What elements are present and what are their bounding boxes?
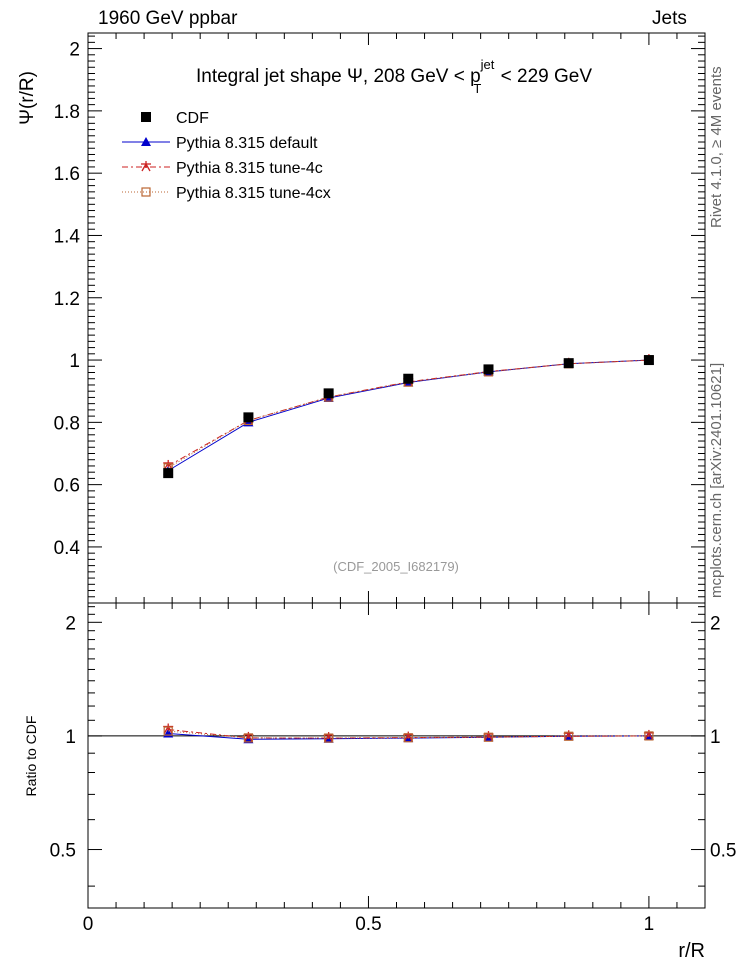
analysis-label: (CDF_2005_I682179) xyxy=(333,559,459,574)
ratio-point-2 xyxy=(644,731,654,741)
legend-marker-2 xyxy=(141,187,151,197)
data-point xyxy=(323,388,334,399)
legend-label-2: Pythia 8.315 tune-4cx xyxy=(176,185,331,202)
y-axis-label: Ψ(r/R) xyxy=(17,71,38,125)
y-tick-label: 1.6 xyxy=(54,164,80,185)
legend-label-data: CDF xyxy=(176,110,209,127)
y-tick-label: 1.2 xyxy=(54,289,80,310)
ratio-point-1 xyxy=(563,730,574,741)
ratio-point-2 xyxy=(483,732,494,742)
ratio-plot-frame xyxy=(87,602,706,909)
x-axis-label: r/R xyxy=(678,940,705,962)
energy-label: 1960 GeV ppbar xyxy=(98,8,238,29)
x-tick-label: 0.5 xyxy=(355,914,381,935)
ratio-y-tick-label-right: 1 xyxy=(710,727,721,748)
legend-marker-1 xyxy=(141,161,151,172)
ratio-y-tick-label-right: 0.5 xyxy=(710,841,736,862)
data-point xyxy=(563,358,574,369)
ratio-y-tick-label: 0.5 xyxy=(50,841,76,862)
star-stroke xyxy=(407,734,413,742)
legend-marker-0 xyxy=(141,137,151,146)
y-tick-label: 1.4 xyxy=(54,226,81,247)
data-point xyxy=(163,468,174,479)
ratio-line-2 xyxy=(168,730,649,739)
ratio-point-2 xyxy=(564,731,574,741)
y-tick-label: 1 xyxy=(69,351,80,372)
y-tick-label: 2 xyxy=(69,40,80,61)
x-tick-label: 0 xyxy=(83,914,94,935)
star-stroke xyxy=(243,734,249,743)
data-point xyxy=(483,364,494,375)
star-stroke xyxy=(145,163,151,172)
legend-marker-data xyxy=(141,112,151,122)
data-point xyxy=(403,373,414,384)
ratio-y-tick-label: 2 xyxy=(65,613,76,634)
legend-label-0: Pythia 8.315 default xyxy=(176,135,318,152)
ratio-point-1 xyxy=(483,731,494,742)
star-stroke xyxy=(648,732,654,741)
legend-label-1: Pythia 8.315 tune-4c xyxy=(176,160,323,177)
data-point xyxy=(643,355,654,366)
star-stroke xyxy=(564,732,570,741)
legend: CDF Pythia 8.315 default Pythia 8.315 tune… xyxy=(122,110,331,202)
ratio-point-1 xyxy=(643,729,654,741)
x-tick-label: 1 xyxy=(644,914,655,935)
ratio-point-1 xyxy=(243,731,254,743)
process-label: Jets xyxy=(652,8,687,29)
ratio-point-2 xyxy=(324,733,334,743)
star-stroke xyxy=(247,734,253,743)
star-stroke xyxy=(403,734,409,742)
chart-title: Integral jet shape Ψ, 208 GeV < pjet T < … xyxy=(196,57,592,96)
ratio-y-tick-label-right: 2 xyxy=(710,613,721,634)
ratio-point-2 xyxy=(163,726,173,736)
data-point xyxy=(243,412,254,423)
y-tick-label: 0.6 xyxy=(54,476,80,497)
star-stroke xyxy=(487,733,494,742)
ratio-point-2 xyxy=(403,733,413,743)
star-stroke xyxy=(324,734,330,743)
star-stroke xyxy=(141,163,147,172)
star-stroke xyxy=(328,734,334,743)
ratio-y-axis-label: Ratio to CDF xyxy=(23,716,39,797)
y-tick-label: 0.8 xyxy=(54,413,80,434)
y-tick-label: 1.8 xyxy=(54,102,80,123)
star-stroke xyxy=(568,732,574,741)
ratio-point-1 xyxy=(323,732,334,743)
y-tick-label: 0.4 xyxy=(54,538,81,559)
ratio-point-2 xyxy=(243,733,254,743)
ratio-y-tick-label: 1 xyxy=(65,727,76,748)
star-stroke xyxy=(644,732,650,741)
